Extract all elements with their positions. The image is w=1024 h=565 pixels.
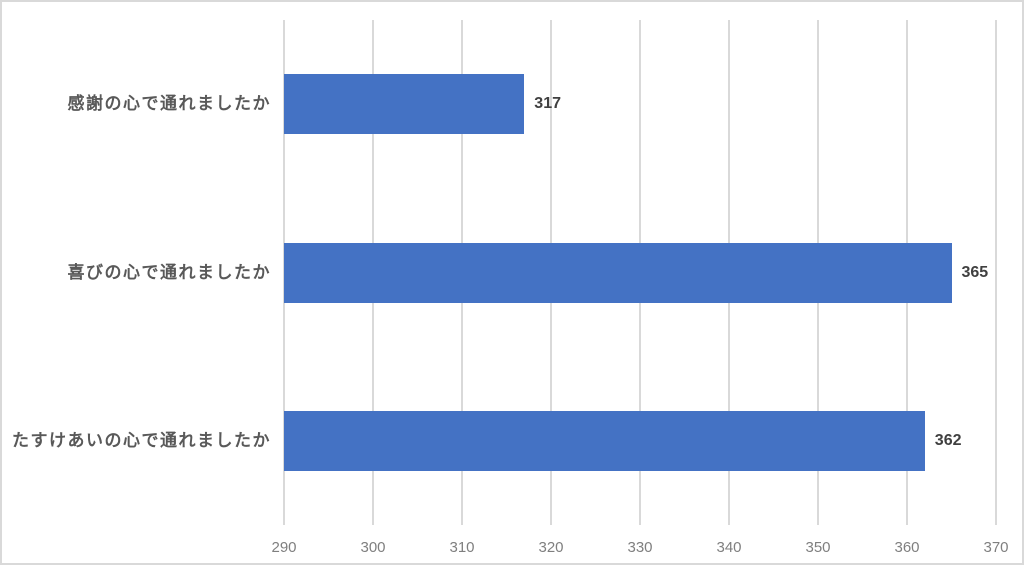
category-label: 感謝の心で通れましたか [67,94,271,114]
bar [284,242,952,303]
category-label: 喜びの心で通れましたか [67,262,271,282]
gridline [995,20,997,525]
x-tick-label: 320 [538,539,564,556]
x-tick-label: 300 [360,539,386,556]
category-label: たすけあいの心で通れましたか [12,430,271,450]
bar-data-label: 317 [534,95,561,113]
bar [284,410,925,471]
x-tick-label: 350 [805,539,831,556]
bar [284,74,525,135]
x-tick-label: 370 [983,539,1009,556]
bar-data-label: 365 [961,263,989,281]
bar-data-label: 362 [934,431,962,449]
x-tick-label: 290 [271,539,297,556]
x-tick-label: 360 [894,539,920,556]
x-tick-label: 340 [716,539,742,556]
x-tick-label: 330 [627,539,653,556]
x-tick-label: 310 [449,539,475,556]
